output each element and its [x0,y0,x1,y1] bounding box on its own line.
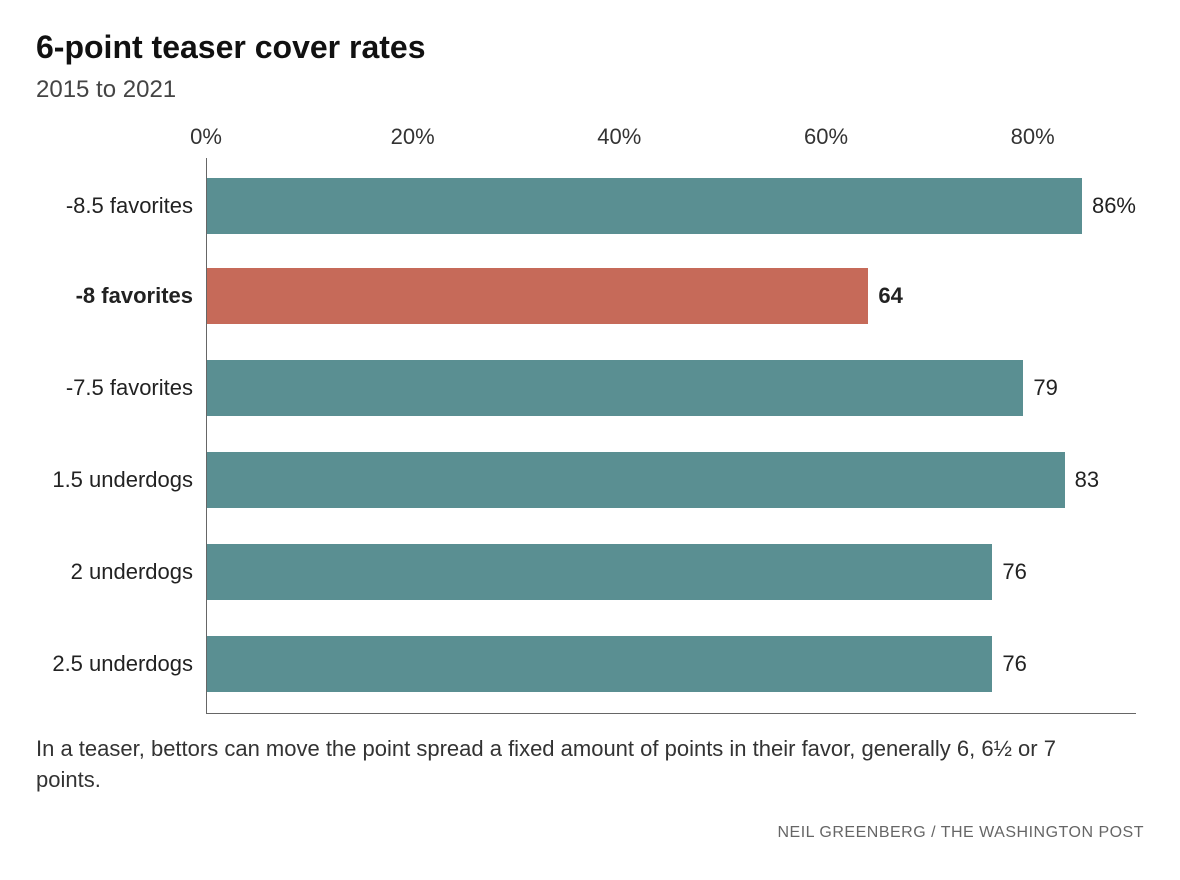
value-label: 64 [878,283,902,309]
bar-row: -7.5 favorites79 [207,342,1136,434]
bar-row: -8.5 favorites86% [207,158,1136,250]
bar-row: 1.5 underdogs83 [207,434,1136,526]
x-axis-tick: 0% [190,124,222,150]
x-axis-tick: 80% [1011,124,1055,150]
x-axis-tick: 20% [391,124,435,150]
bars-region: -8.5 favorites86%-8 favorites64-7.5 favo… [206,158,1136,714]
category-label: 2.5 underdogs [52,651,207,677]
bar [207,452,1065,508]
bar-row: 2 underdogs76 [207,526,1136,618]
value-label: 79 [1033,375,1057,401]
bar [207,360,1023,416]
category-label: -7.5 favorites [66,375,207,401]
category-label: -8 favorites [76,283,207,309]
bar [207,544,992,600]
x-axis-tick: 60% [804,124,848,150]
x-axis: 0%20%40%60%80% [206,124,1136,158]
bar [207,178,1082,234]
category-label: 1.5 underdogs [52,467,207,493]
chart-subtitle: 2015 to 2021 [36,76,1144,104]
value-label: 86% [1092,193,1136,219]
bar [207,268,868,324]
x-axis-tick: 40% [597,124,641,150]
plot-area: 0%20%40%60%80% -8.5 favorites86%-8 favor… [36,124,1144,714]
value-label: 83 [1075,467,1099,493]
bar-row: 2.5 underdogs76 [207,618,1136,710]
category-label: -8.5 favorites [66,193,207,219]
bar [207,636,992,692]
chart-credit: NEIL GREENBERG / THE WASHINGTON POST [36,824,1144,842]
value-label: 76 [1002,559,1026,585]
chart-container: 6-point teaser cover rates 2015 to 2021 … [0,0,1180,880]
chart-footnote: In a teaser, bettors can move the point … [36,734,1116,796]
bar-row: -8 favorites64 [207,250,1136,342]
chart-title: 6-point teaser cover rates [36,28,1144,66]
category-label: 2 underdogs [71,559,207,585]
value-label: 76 [1002,651,1026,677]
